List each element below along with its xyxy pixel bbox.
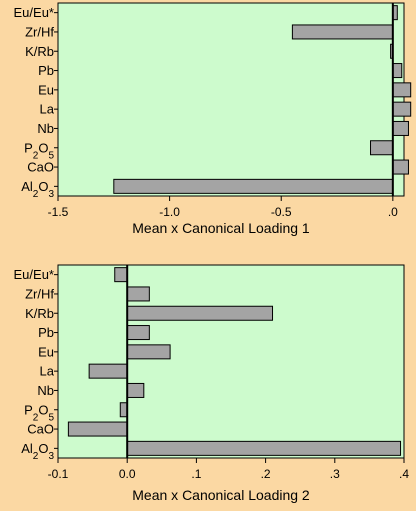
x-axis-label: Mean x Canonical Loading 1 bbox=[132, 220, 310, 236]
bar-nb bbox=[126, 382, 145, 398]
category-label: CaO bbox=[27, 422, 54, 437]
category-label: K/Rb bbox=[25, 306, 54, 321]
x-tick-label: 0.0 bbox=[119, 467, 136, 481]
bar-zr-hf bbox=[126, 286, 150, 302]
x-tick-label: -1.0 bbox=[159, 205, 180, 219]
category-label: Zr/Hf bbox=[25, 286, 54, 301]
x-tick-label: -1.5 bbox=[48, 205, 69, 219]
bar-al2o3 bbox=[113, 178, 394, 194]
x-tick-label: .2 bbox=[261, 467, 271, 481]
bar-pb bbox=[392, 63, 403, 79]
category-label: Nb bbox=[37, 383, 54, 398]
category-label: P2O5 bbox=[24, 402, 54, 423]
bar-eu-eu- bbox=[114, 267, 128, 283]
category-label: Eu/Eu* bbox=[14, 5, 54, 20]
bar-p2o5 bbox=[370, 140, 394, 156]
category-label: Zr/Hf bbox=[25, 24, 54, 39]
bar-k-rb bbox=[126, 305, 274, 321]
category-label: Al2O3 bbox=[21, 179, 54, 200]
category-label: Pb bbox=[38, 63, 54, 78]
category-label: Pb bbox=[38, 325, 54, 340]
bar-cao bbox=[67, 421, 128, 437]
bar-zr-hf bbox=[291, 24, 394, 40]
category-label: Eu bbox=[38, 344, 54, 359]
category-label: Nb bbox=[37, 121, 54, 136]
bar-al2o3 bbox=[126, 440, 402, 456]
x-tick-label: -0.5 bbox=[271, 205, 292, 219]
category-label: K/Rb bbox=[25, 44, 54, 59]
bar-nb bbox=[392, 120, 409, 136]
x-tick-label: .0 bbox=[388, 205, 398, 219]
x-tick-label: .3 bbox=[330, 467, 340, 481]
x-tick-label: -0.1 bbox=[48, 467, 69, 481]
category-label: Eu/Eu* bbox=[14, 267, 54, 282]
bar-p2o5 bbox=[119, 402, 128, 418]
category-label: P2O5 bbox=[24, 140, 54, 161]
bar-eu bbox=[126, 344, 171, 360]
category-label: La bbox=[40, 364, 55, 379]
x-tick-label: .1 bbox=[191, 467, 201, 481]
category-label: La bbox=[40, 102, 55, 117]
category-label: CaO bbox=[27, 160, 54, 175]
bar-eu bbox=[392, 82, 412, 98]
x-axis-label: Mean x Canonical Loading 2 bbox=[132, 487, 310, 503]
x-tick-label: .4 bbox=[399, 467, 409, 481]
bar-la bbox=[392, 101, 412, 117]
category-label: Eu bbox=[38, 82, 54, 97]
bar-la bbox=[88, 363, 128, 379]
category-label: Al2O3 bbox=[21, 441, 54, 462]
bar-cao bbox=[392, 159, 409, 175]
bar-pb bbox=[126, 325, 150, 341]
